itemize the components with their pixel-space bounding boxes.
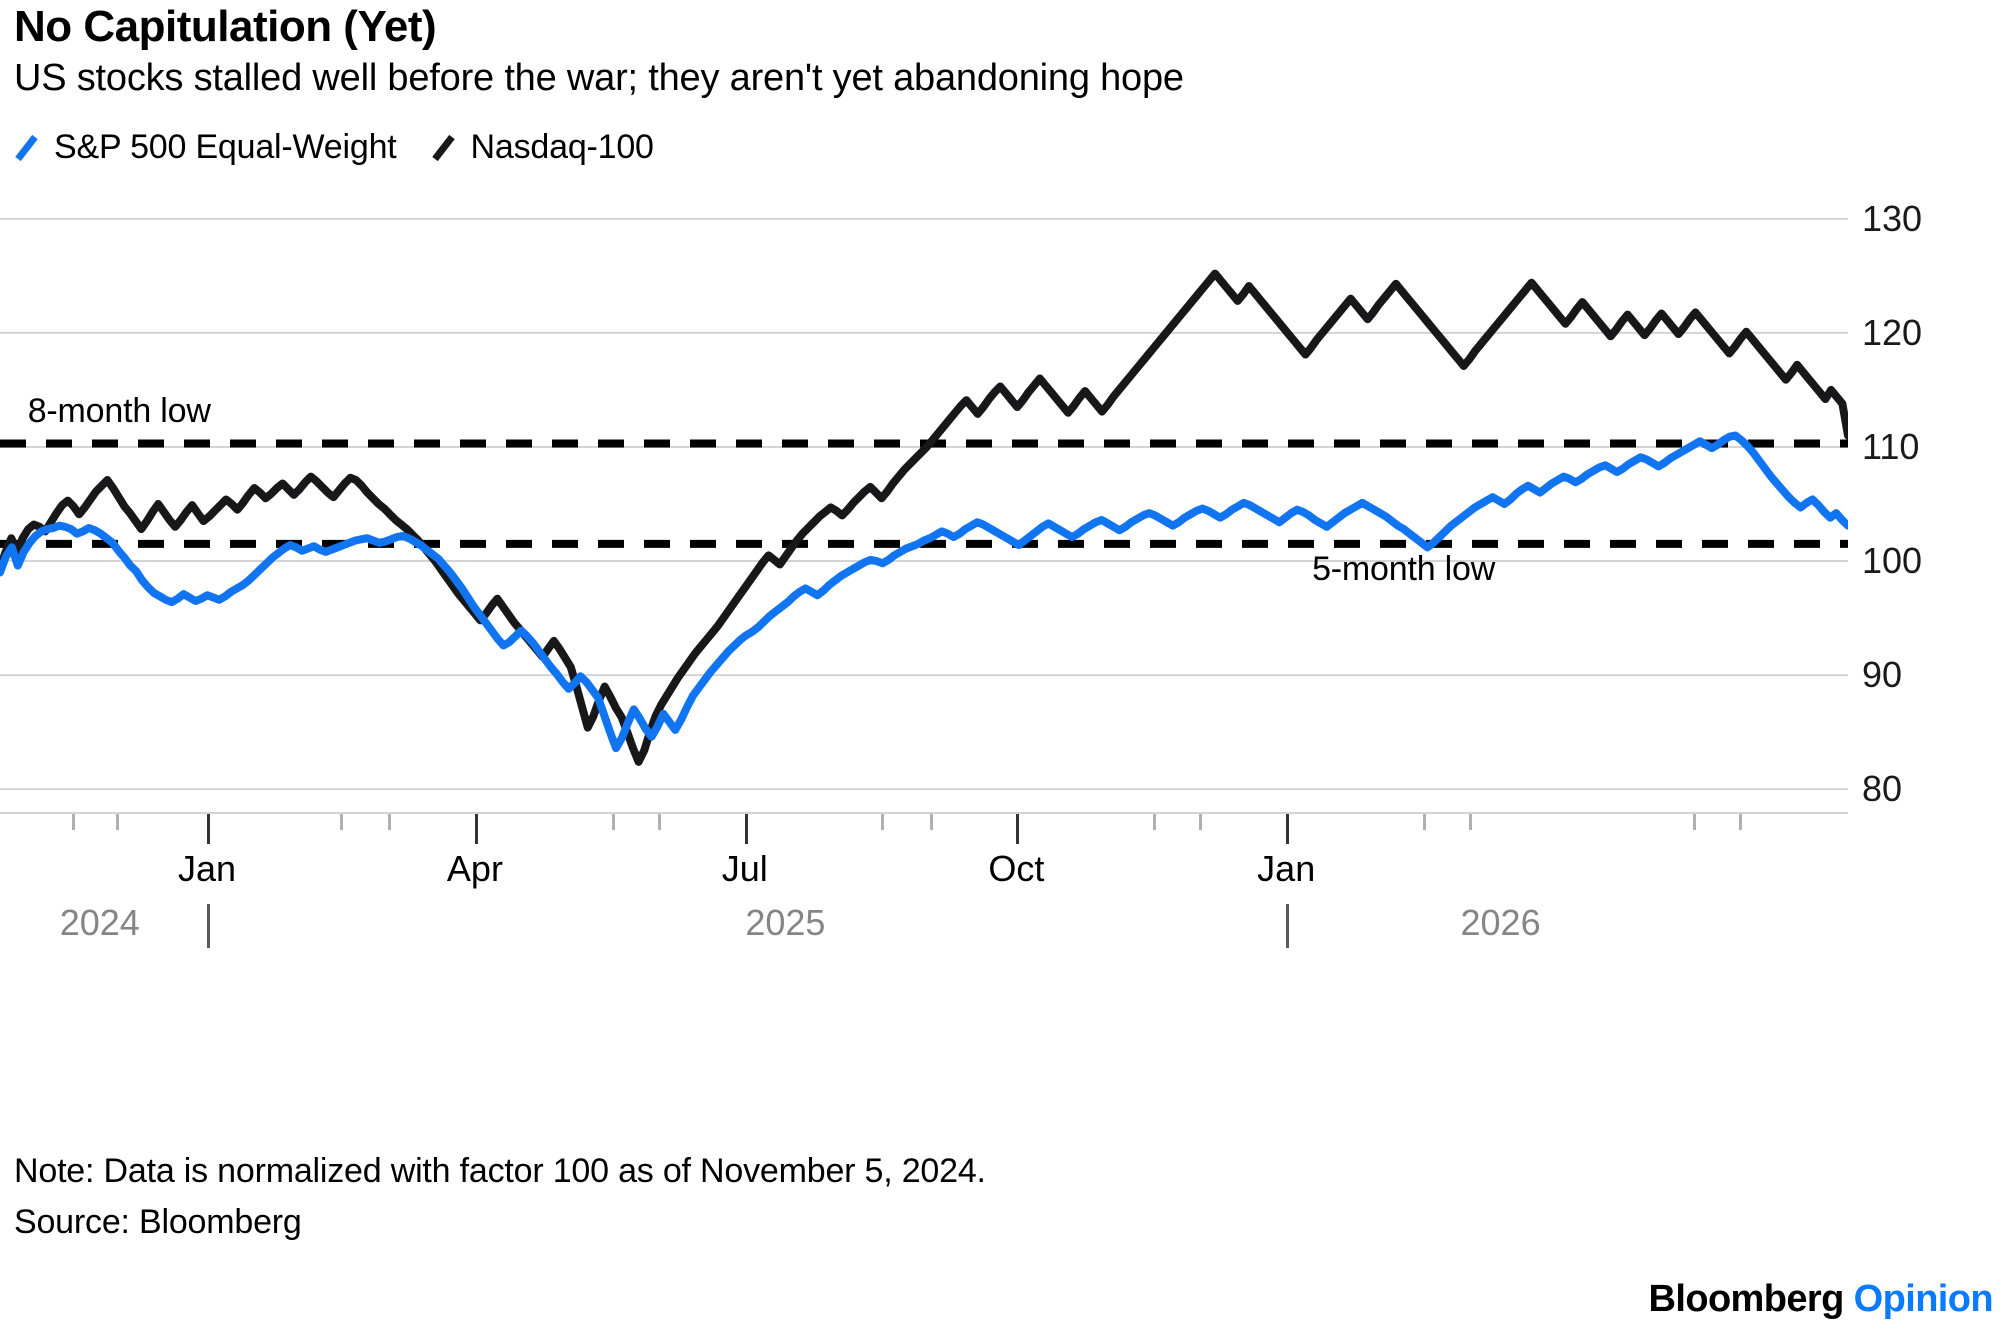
legend-item-nasdaq[interactable]: Nasdaq-100 <box>431 128 654 167</box>
y-axis-label-130: 130 <box>1862 197 1923 239</box>
chart-svg <box>0 217 1848 791</box>
brand-bloomberg: Bloomberg <box>1648 1278 1845 1320</box>
x-axis-minor-tick-8 <box>1153 814 1157 830</box>
chart-note: Note: Data is normalized with factor 100… <box>14 1152 986 1190</box>
chart-source: Source: Bloomberg <box>14 1203 302 1241</box>
x-axis-minor-tick-0 <box>72 814 76 830</box>
chart-plot-area <box>0 196 1848 812</box>
x-axis-minor-tick-13 <box>1738 814 1742 830</box>
x-axis-minor-tick-4 <box>611 814 615 830</box>
x-axis-line <box>0 812 1848 814</box>
x-axis-minor-tick-12 <box>1692 814 1696 830</box>
x-axis-year-separator-1 <box>1286 904 1290 948</box>
x-axis-year-row: 2024 2025 2026 <box>0 902 1848 950</box>
legend-label-nasdaq: Nasdaq-100 <box>470 128 654 166</box>
x-axis-minor-tick-5 <box>657 814 661 830</box>
x-axis-minor-tick-2 <box>340 814 344 830</box>
x-axis-minor-tick-10 <box>1422 814 1426 830</box>
x-axis-label-Oct-3: Oct <box>988 848 1045 889</box>
x-axis-minor-tick-9 <box>1199 814 1203 830</box>
x-axis-year-label-2024: 2024 <box>59 902 140 943</box>
chart-subtitle: US stocks stalled well before the war; t… <box>14 57 1184 99</box>
x-axis-year-label-2025: 2025 <box>745 902 826 943</box>
x-axis-minor-tick-11 <box>1469 814 1473 830</box>
y-axis-label-120: 120 <box>1862 311 1923 353</box>
x-axis-minor-tick-3 <box>388 814 392 830</box>
series-line-s-p-500-equal-weight <box>0 431 1848 753</box>
y-axis-label-110: 110 <box>1862 425 1920 467</box>
x-axis-major-tick-Jul-2 <box>744 814 748 844</box>
x-axis-major-tick-Oct-3 <box>1016 814 1020 844</box>
x-axis-major-tick-Jan-0 <box>206 814 210 844</box>
x-axis-label-Jul-2: Jul <box>721 848 768 889</box>
annotation-label-5-month-low: 5-month low <box>1312 549 1496 588</box>
x-axis-ticks <box>0 814 1848 844</box>
x-axis-label-Jan-4: Jan <box>1257 848 1316 889</box>
y-axis-labels: 130 120 110 100 90 80 <box>1862 196 2002 812</box>
legend-item-sp500[interactable]: S&P 500 Equal-Weight <box>14 128 397 167</box>
chart-legend: S&P 500 Equal-Weight Nasdaq-100 <box>14 128 654 167</box>
x-axis-minor-tick-1 <box>116 814 120 830</box>
y-axis-label-90: 90 <box>1862 654 1903 696</box>
x-axis-major-tick-Apr-1 <box>474 814 478 844</box>
chart-title: No Capitulation (Yet) <box>14 2 437 51</box>
x-axis-year-separator-0 <box>206 904 210 948</box>
y-axis-label-100: 100 <box>1862 540 1923 582</box>
x-axis-label-Apr-1: Apr <box>446 848 503 889</box>
x-axis-minor-tick-6 <box>881 814 885 830</box>
x-axis-year-label-2026: 2026 <box>1460 902 1541 943</box>
y-axis-label-80: 80 <box>1862 768 1903 810</box>
x-axis-label-Jan-0: Jan <box>177 848 236 889</box>
bloomberg-opinion-logo: Bloomberg Opinion <box>1648 1278 1994 1321</box>
legend-slash-icon-black <box>431 133 457 163</box>
legend-label-sp500: S&P 500 Equal-Weight <box>54 128 397 166</box>
x-axis-major-tick-Jan-4 <box>1286 814 1290 844</box>
series-line-nasdaq-100 <box>0 269 1848 766</box>
x-axis-minor-tick-7 <box>929 814 933 830</box>
legend-slash-icon-blue <box>14 133 40 163</box>
x-axis-labels: Jan Apr Jul Oct Jan <box>0 848 1848 894</box>
brand-opinion: Opinion <box>1853 1278 1994 1320</box>
annotation-label-8-month-low: 8-month low <box>27 391 211 430</box>
